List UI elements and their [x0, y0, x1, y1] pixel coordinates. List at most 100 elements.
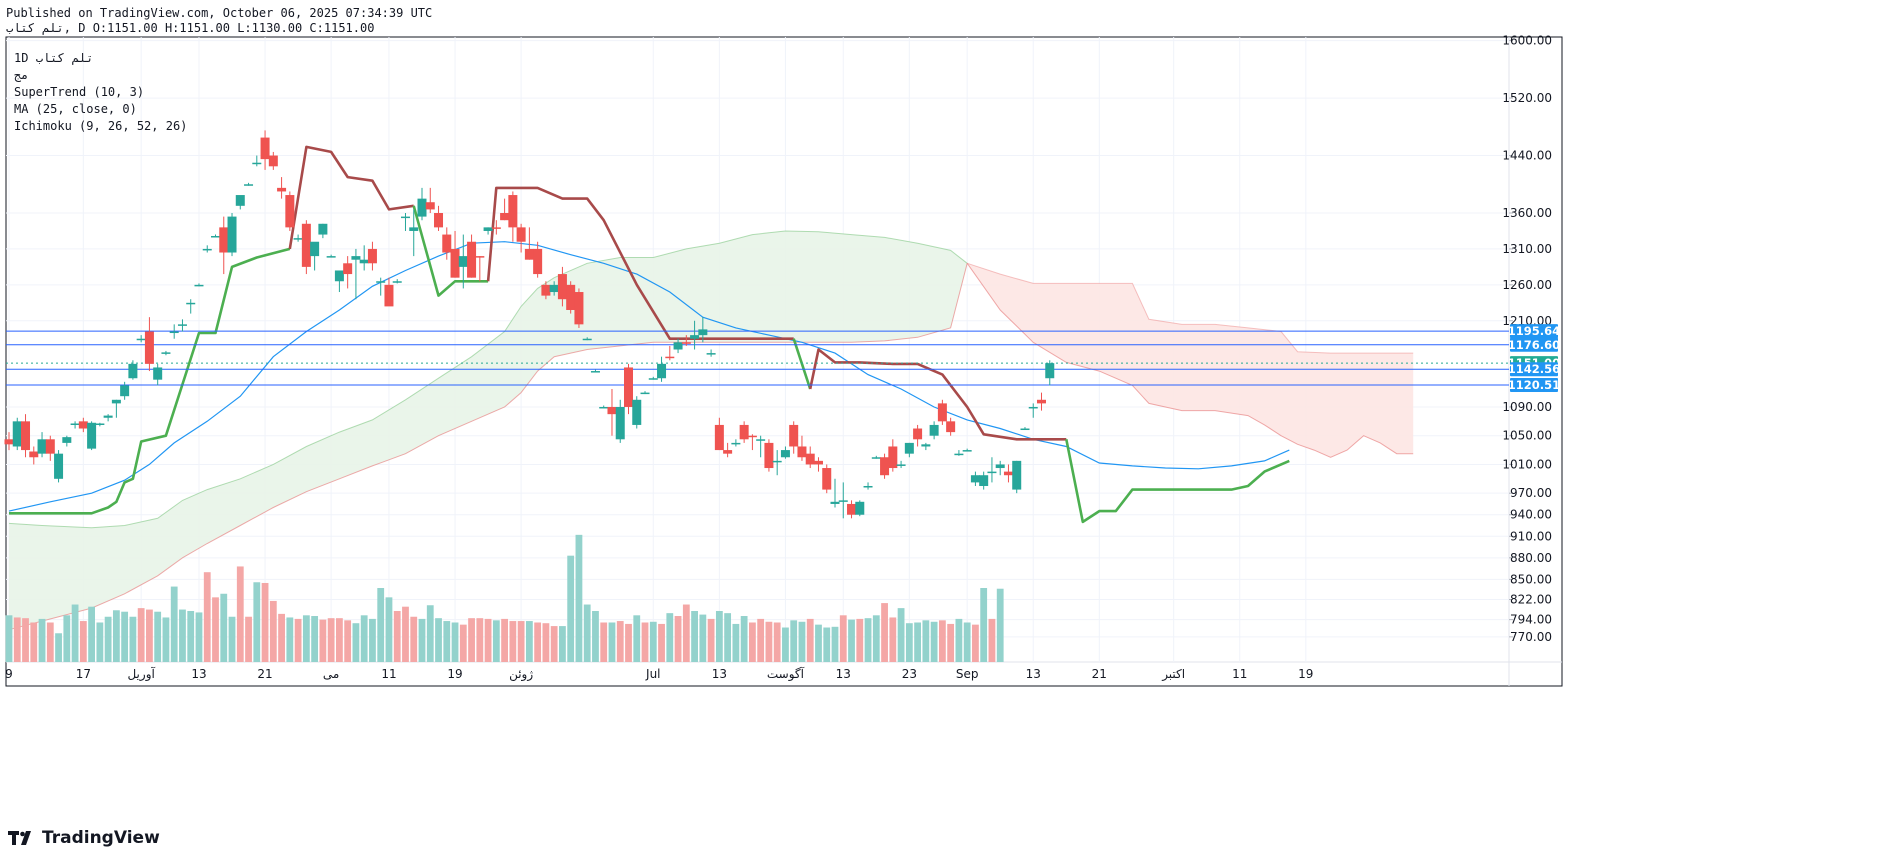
candle-body	[45, 439, 55, 454]
volume-bar	[815, 624, 822, 662]
volume-bar	[443, 621, 451, 662]
volume-bar	[96, 622, 104, 662]
candle-body	[95, 423, 105, 425]
volume-bar	[947, 623, 955, 662]
legend-ma[interactable]: MA (25, close, 0)	[14, 102, 137, 116]
volume-bar	[823, 627, 831, 662]
candle-body	[772, 460, 782, 463]
candle-body	[640, 392, 650, 395]
candle-body	[987, 471, 997, 474]
candle-body	[747, 435, 757, 438]
indicator-legend: 1D تلم کتاب مج SuperTrend (10, 3) MA (25…	[14, 50, 187, 135]
candle-body	[400, 216, 410, 219]
candle-body	[624, 367, 633, 407]
volume-bar	[608, 622, 616, 662]
volume-bar	[930, 621, 938, 662]
volume-bar	[13, 617, 21, 662]
candle-body	[293, 238, 303, 240]
volume-bar	[459, 624, 467, 662]
volume-bar	[501, 618, 508, 662]
supertrend-line	[9, 247, 291, 515]
ichimoku-cloud-bull-fill	[9, 231, 968, 630]
volume-bar	[724, 613, 732, 662]
candle-body	[202, 248, 212, 251]
volume-bar	[484, 618, 492, 662]
candle-body	[227, 216, 237, 253]
candle-body	[632, 399, 642, 425]
candle-body	[937, 403, 947, 422]
price-level-tag	[1510, 324, 1558, 339]
volume-bar	[856, 618, 864, 662]
candle-body	[690, 335, 700, 339]
candle-body	[838, 500, 848, 502]
candle-body	[128, 363, 138, 379]
legend-symbol[interactable]: 1D تلم کتاب	[14, 51, 94, 65]
volume-bar	[649, 621, 657, 662]
candle-body	[1020, 428, 1030, 431]
candle-body	[351, 256, 361, 260]
candle-body	[805, 453, 815, 465]
volume-bar	[955, 618, 963, 662]
volume-bar	[575, 534, 583, 662]
candle-body	[706, 353, 716, 355]
volume-bar	[972, 624, 979, 662]
volume-bar	[30, 622, 38, 662]
time-tick-label: ژوئن	[509, 667, 533, 682]
brand-text: TradingView	[42, 828, 160, 848]
volume-bar	[5, 615, 13, 662]
supertrend-line	[288, 145, 414, 250]
symbol-ohlc-line: تلم کتاب, D O:1151.00 H:1151.00 L:1130.0…	[6, 21, 375, 35]
volume-bar	[179, 609, 186, 662]
volume-bar	[220, 593, 228, 662]
volume-bar	[616, 621, 624, 662]
volume-bar	[344, 620, 352, 662]
price-tick-label: 1050.00	[1502, 429, 1552, 443]
candle-body	[929, 424, 939, 436]
tradingview-logo-icon	[8, 831, 31, 845]
candle-body	[425, 202, 435, 210]
volume-bar	[806, 618, 814, 662]
volume-bar	[699, 614, 707, 662]
candle-body	[78, 421, 88, 429]
legend-ichimoku[interactable]: Ichimoku (9, 26, 52, 26)	[14, 119, 188, 133]
candle-body	[37, 439, 47, 454]
candle-body	[161, 352, 171, 354]
candle-body	[789, 424, 799, 447]
candle-body	[896, 464, 906, 466]
ichimoku-cloud-bear-upper-line	[967, 262, 1414, 354]
price-tick-label: 1360.00	[1502, 206, 1552, 220]
volume-bar	[203, 572, 211, 662]
candle-body	[186, 302, 196, 305]
candle-body	[995, 464, 1005, 469]
volume-bar	[369, 618, 376, 662]
candle-body	[260, 137, 270, 160]
candle-body	[756, 439, 766, 441]
candle-body	[615, 406, 625, 440]
candle-body	[62, 437, 72, 443]
price-level-tag	[1510, 337, 1558, 352]
ichimoku-cloud-bear-fill	[967, 263, 1414, 458]
volume-bar	[154, 611, 162, 662]
ma-line	[8, 241, 1290, 512]
candle-body	[921, 444, 931, 447]
ichimoku-cloud-bull-upper-line	[8, 230, 968, 529]
candle-body	[310, 241, 320, 257]
volume-bar	[385, 597, 393, 662]
candle-body	[1012, 460, 1022, 490]
volume-bar	[311, 616, 319, 662]
volume-bar	[104, 616, 112, 662]
candle-body	[219, 227, 229, 253]
candle-body	[665, 356, 675, 359]
candle-body	[277, 187, 287, 192]
candle-body	[483, 227, 493, 231]
candle-body	[566, 284, 576, 310]
candle-body	[830, 501, 840, 504]
volume-bar	[393, 610, 401, 662]
tradingview-brand[interactable]: TradingView	[8, 828, 160, 848]
volume-bar	[492, 620, 500, 662]
legend-supertrend[interactable]: SuperTrend (10, 3)	[14, 85, 145, 99]
volume-bar	[625, 623, 632, 662]
volume-bar	[253, 582, 261, 662]
ichimoku-cloud-bear-lower-line	[966, 263, 1414, 458]
